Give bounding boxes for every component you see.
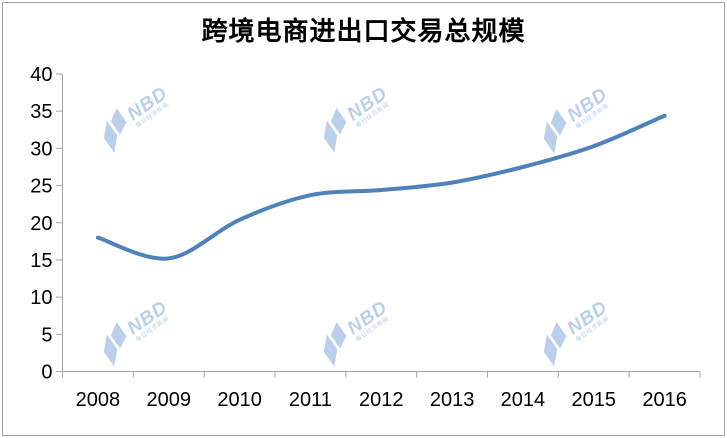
svg-text:35: 35 <box>30 101 52 123</box>
svg-text:2008: 2008 <box>76 389 121 411</box>
svg-text:10: 10 <box>30 287 52 309</box>
svg-text:15: 15 <box>30 250 52 272</box>
svg-text:2012: 2012 <box>359 389 404 411</box>
svg-text:2011: 2011 <box>289 389 332 411</box>
svg-text:0: 0 <box>41 362 52 384</box>
svg-text:2015: 2015 <box>572 389 617 411</box>
svg-text:30: 30 <box>30 138 52 160</box>
svg-text:2010: 2010 <box>217 389 262 411</box>
svg-text:25: 25 <box>30 176 52 198</box>
svg-text:5: 5 <box>41 324 52 346</box>
svg-text:2016: 2016 <box>642 389 687 411</box>
svg-text:2013: 2013 <box>430 389 475 411</box>
svg-text:2009: 2009 <box>147 389 192 411</box>
svg-text:40: 40 <box>30 64 52 86</box>
svg-text:2014: 2014 <box>501 389 546 411</box>
svg-text:20: 20 <box>30 213 52 235</box>
chart-title: 跨境电商进出口交易总规模 <box>201 17 526 46</box>
